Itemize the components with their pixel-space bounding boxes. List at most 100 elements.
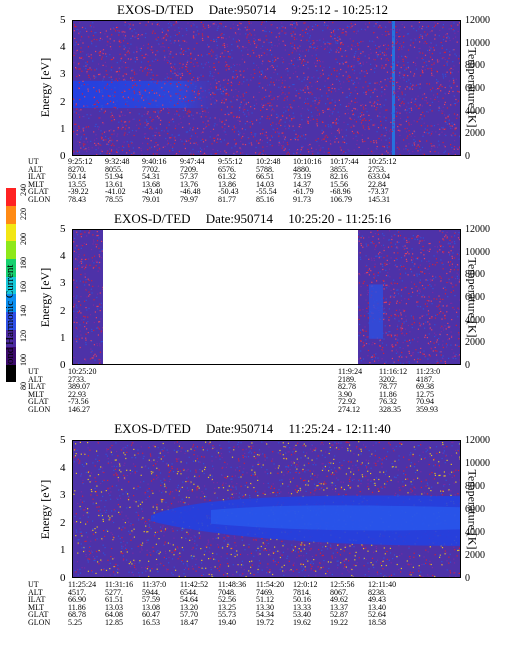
noise-pixel: [415, 30, 418, 32]
noise-pixel: [78, 127, 80, 129]
noise-pixel: [162, 42, 164, 44]
noise-pixel: [233, 64, 236, 67]
noise-pixel: [254, 133, 256, 135]
noise-pixel: [375, 109, 377, 111]
noise-pixel: [133, 152, 135, 154]
noise-pixel: [97, 147, 99, 149]
noise-pixel: [131, 68, 133, 70]
noise-pixel: [384, 264, 386, 266]
noise-pixel: [100, 149, 102, 151]
noise-pixel: [235, 143, 237, 145]
noise-pixel: [450, 291, 452, 293]
noise-pixel: [399, 112, 401, 114]
noise-pixel: [332, 111, 334, 113]
noise-pixel: [133, 69, 135, 71]
noise-pixel: [364, 326, 366, 328]
noise-pixel: [401, 351, 403, 354]
noise-pixel: [427, 133, 429, 135]
noise-pixel: [459, 101, 460, 103]
noise-pixel: [385, 269, 387, 271]
noise-pixel: [383, 67, 385, 69]
noise-pixel: [428, 83, 431, 85]
noise-pixel: [434, 146, 436, 148]
noise-pixel: [330, 109, 332, 111]
noise-pixel: [397, 111, 399, 113]
noise-pixel: [329, 115, 331, 117]
noise-pixel: [163, 30, 165, 32]
noise-pixel: [202, 90, 204, 92]
noise-pixel: [262, 104, 264, 107]
noise-pixel: [295, 71, 297, 73]
noise-pixel: [189, 142, 192, 144]
noise-pixel: [442, 327, 444, 329]
noise-pixel: [88, 232, 90, 234]
noise-pixel: [202, 110, 204, 112]
noise-pixel: [192, 127, 195, 129]
noise-pixel: [82, 50, 84, 53]
noise-pixel: [91, 257, 93, 259]
noise-pixel: [448, 123, 450, 125]
noise-pixel: [229, 53, 231, 55]
noise-pixel: [345, 96, 347, 98]
noise-pixel: [455, 78, 457, 80]
noise-pixel: [431, 74, 433, 76]
noise-pixel: [226, 45, 229, 47]
noise-pixel: [368, 82, 370, 84]
noise-pixel: [144, 89, 146, 91]
noise-pixel: [278, 95, 281, 97]
noise-pixel: [88, 68, 90, 71]
noise-pixel: [211, 75, 213, 77]
noise-pixel: [177, 102, 179, 105]
noise-pixel: [353, 81, 356, 83]
noise-pixel: [449, 245, 451, 247]
noise-pixel: [186, 113, 188, 115]
noise-pixel: [186, 41, 188, 43]
noise-pixel: [379, 339, 381, 341]
noise-pixel: [140, 150, 142, 152]
noise-pixel: [96, 305, 98, 308]
noise-pixel: [128, 149, 131, 152]
noise-pixel: [305, 28, 307, 30]
noise-pixel: [290, 139, 292, 141]
noise-pixel: [147, 111, 149, 113]
noise-pixel: [393, 81, 395, 83]
noise-pixel: [336, 49, 338, 52]
noise-pixel: [404, 94, 406, 96]
noise-pixel: [312, 47, 314, 49]
noise-pixel: [295, 133, 297, 135]
noise-pixel: [116, 71, 118, 73]
noise-pixel: [338, 99, 340, 101]
noise-pixel: [403, 35, 405, 37]
noise-pixel: [365, 299, 367, 301]
noise-pixel: [380, 124, 382, 126]
noise-pixel: [394, 92, 396, 94]
ephemeris-value: 4880.: [293, 164, 311, 174]
noise-pixel: [400, 124, 402, 126]
noise-pixel: [313, 42, 315, 44]
noise-pixel: [176, 153, 178, 155]
noise-pixel: [254, 43, 256, 45]
noise-pixel: [381, 34, 383, 36]
noise-pixel: [196, 26, 198, 28]
noise-pixel: [101, 249, 103, 251]
noise-pixel: [156, 115, 159, 117]
noise-pixel: [203, 26, 205, 28]
noise-pixel: [86, 54, 88, 56]
noise-pixel: [246, 29, 248, 31]
noise-pixel: [449, 39, 451, 42]
noise-pixel: [115, 71, 117, 73]
noise-pixel: [339, 80, 341, 82]
noise-pixel: [185, 84, 187, 86]
noise-pixel: [253, 37, 255, 40]
noise-pixel: [456, 115, 458, 117]
noise-pixel: [189, 138, 191, 140]
noise-pixel: [458, 22, 460, 24]
noise-pixel: [403, 310, 405, 312]
noise-pixel: [284, 86, 287, 88]
noise-pixel: [193, 37, 195, 39]
noise-pixel: [336, 70, 338, 72]
noise-pixel: [109, 139, 111, 142]
noise-pixel: [449, 51, 451, 53]
noise-pixel: [391, 48, 393, 50]
noise-pixel: [80, 262, 83, 264]
